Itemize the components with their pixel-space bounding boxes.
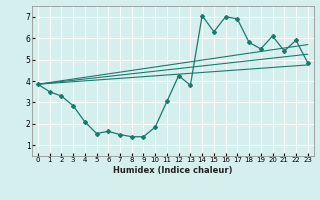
X-axis label: Humidex (Indice chaleur): Humidex (Indice chaleur) — [113, 166, 233, 175]
